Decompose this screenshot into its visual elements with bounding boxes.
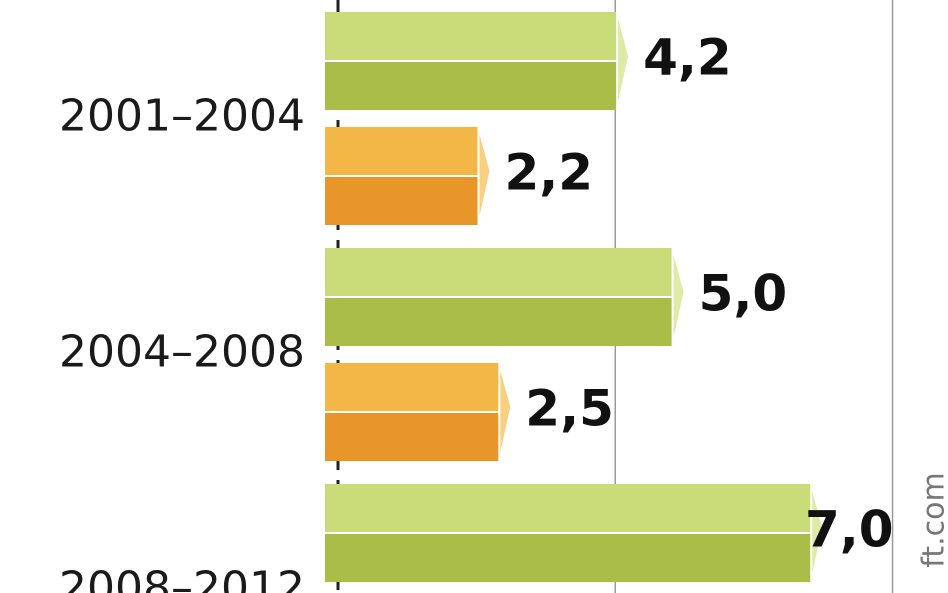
value-label: 7,0	[805, 501, 894, 559]
category-label: 2004–2008	[59, 327, 305, 378]
bars: 2001–2004 2004–2008 2008–2012 4,2 5,0 7,0 2,2 2…	[59, 0, 894, 593]
value-label: 2,2	[505, 144, 594, 202]
value-label: 5,0	[699, 265, 788, 323]
bar-cap	[671, 247, 686, 347]
value-label: 4,2	[643, 29, 732, 87]
bar	[325, 362, 513, 462]
bar-top	[325, 248, 673, 297]
bar-top	[325, 127, 479, 176]
bar-top	[325, 363, 500, 412]
bar-cap	[477, 126, 492, 226]
source: ft.com	[917, 472, 948, 567]
bar-bottom	[325, 533, 812, 582]
bar-top	[325, 484, 812, 533]
bar-cap	[616, 11, 631, 111]
bar-bottom	[325, 176, 479, 225]
bar	[325, 126, 492, 226]
bar-bottom	[325, 412, 500, 461]
value-label: 2,5	[525, 380, 614, 438]
category-label: 2008–2012	[59, 563, 305, 593]
bar-top	[325, 12, 618, 61]
bar	[325, 247, 686, 347]
bar-bottom	[325, 297, 673, 346]
bar-bottom	[325, 61, 618, 110]
bar-cap	[498, 362, 513, 462]
category-label: 2001–2004	[59, 91, 305, 142]
bar	[325, 483, 825, 583]
bar-cap	[810, 483, 825, 583]
bar	[325, 11, 631, 111]
